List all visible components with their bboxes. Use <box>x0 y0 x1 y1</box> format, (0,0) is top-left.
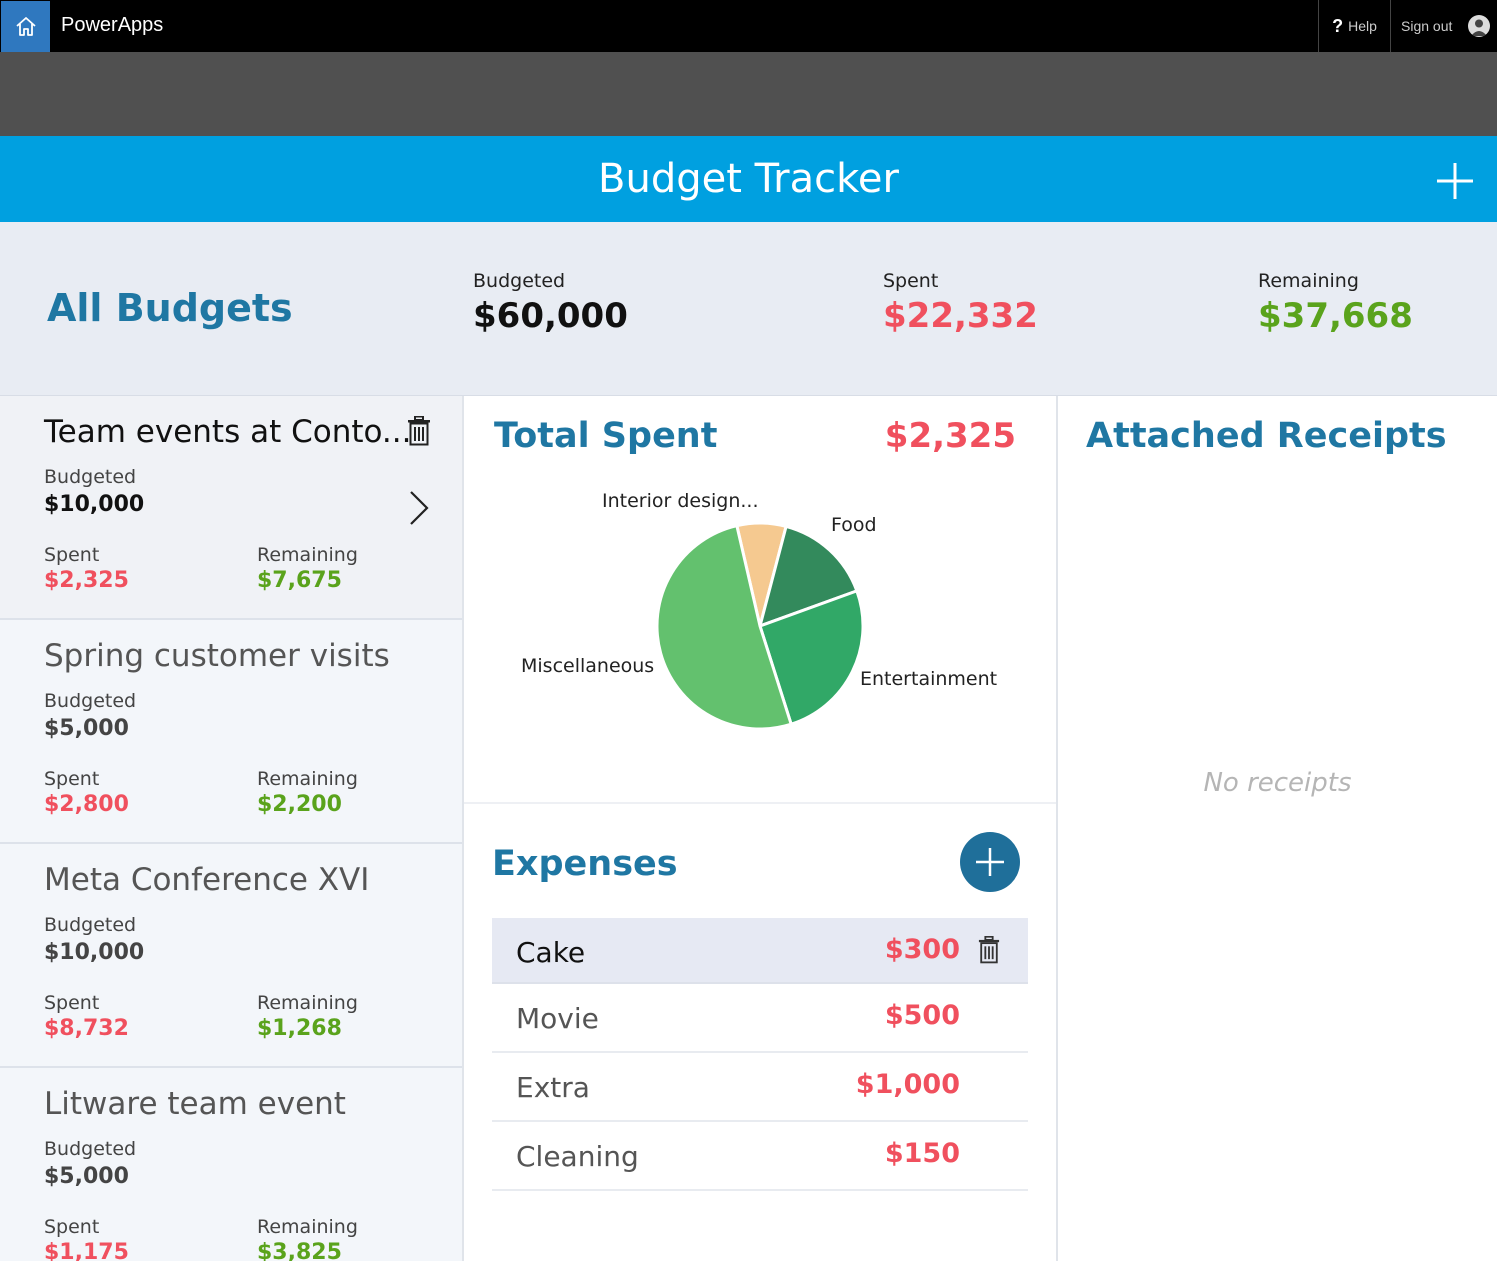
budget-title: Meta Conference XVI <box>44 862 370 898</box>
summary-budgeted-label: Budgeted <box>473 270 566 292</box>
plus-icon <box>976 848 1004 876</box>
help-button[interactable]: ? Help <box>1318 0 1390 52</box>
spent-label: Spent <box>44 992 100 1014</box>
remaining-label: Remaining <box>257 544 358 566</box>
spent-value: $2,800 <box>44 792 129 817</box>
no-receipts-text: No receipts <box>1203 768 1352 798</box>
add-budget-icon[interactable] <box>1434 160 1476 202</box>
pie-slice[interactable] <box>758 588 865 727</box>
trash-icon[interactable] <box>407 416 431 446</box>
help-icon: ? <box>1332 15 1344 36</box>
budgeted-label: Budgeted <box>44 690 137 712</box>
top-bar: PowerApps ? Help Sign out <box>0 0 1497 52</box>
home-button[interactable] <box>1 1 50 52</box>
summary-budgeted: Budgeted $60,000 <box>473 270 628 336</box>
summary-remaining-value: $37,668 <box>1258 296 1413 336</box>
ribbon-bar <box>0 52 1497 136</box>
budgeted-value: $10,000 <box>44 940 145 965</box>
divider <box>464 802 1056 804</box>
spent-value: $2,325 <box>44 568 129 593</box>
pie-slice[interactable] <box>757 524 859 629</box>
budget-title: Spring customer visits <box>44 638 390 674</box>
expense-amount: $150 <box>884 1138 960 1169</box>
remaining-value: $1,268 <box>257 1016 342 1041</box>
summary-spent-label: Spent <box>883 270 939 292</box>
summary-spent-value: $22,332 <box>883 296 1038 336</box>
remaining-value: $2,200 <box>257 792 342 817</box>
chevron-right-icon[interactable] <box>406 488 432 528</box>
remaining-label: Remaining <box>257 768 358 790</box>
budget-card[interactable]: Litware team event Budgeted $5,000 Spent… <box>0 1068 462 1261</box>
expense-amount: $1,000 <box>855 1069 960 1100</box>
budgeted-label: Budgeted <box>44 914 137 936</box>
expense-name: Cake <box>516 936 586 969</box>
pie-label: Miscellaneous <box>521 655 654 677</box>
trash-icon[interactable] <box>978 936 1000 964</box>
pie-label: Entertainment <box>860 668 997 690</box>
spent-label: Spent <box>44 768 100 790</box>
budget-detail: Total Spent $2,325 Interior design... Foo… <box>464 396 1058 1261</box>
avatar-icon[interactable] <box>1468 15 1491 37</box>
expense-name: Extra <box>516 1071 590 1104</box>
budgeted-label: Budgeted <box>44 1138 137 1160</box>
expense-amount: $500 <box>884 1000 960 1031</box>
budget-list[interactable]: Team events at Conto... Budgeted $10,000… <box>0 396 464 1261</box>
remaining-value: $3,825 <box>257 1240 342 1261</box>
spending-pie-chart: Interior design... Food Entertainment Misce… <box>521 490 997 731</box>
budgeted-value: $5,000 <box>44 1164 129 1189</box>
pie-label: Interior design... <box>602 490 759 512</box>
app-header: Budget Tracker <box>0 136 1497 222</box>
help-label: Help <box>1348 18 1377 34</box>
expense-name: Movie <box>516 1002 599 1035</box>
spent-value: $8,732 <box>44 1016 129 1041</box>
budget-card[interactable]: Team events at Conto... Budgeted $10,000… <box>0 396 462 620</box>
pie-slice[interactable] <box>655 523 794 731</box>
app-name: PowerApps <box>61 14 164 36</box>
budget-card[interactable]: Meta Conference XVI Budgeted $10,000 Spe… <box>0 844 462 1068</box>
expense-name: Cleaning <box>516 1140 639 1173</box>
remaining-label: Remaining <box>257 1216 358 1238</box>
expense-row[interactable]: Extra $1,000 <box>492 1053 1028 1122</box>
expense-row[interactable]: Cleaning $150 <box>492 1122 1028 1191</box>
remaining-label: Remaining <box>257 992 358 1014</box>
remaining-value: $7,675 <box>257 568 342 593</box>
summary-budgeted-value: $60,000 <box>473 296 628 336</box>
expense-row[interactable]: Movie $500 <box>492 984 1028 1053</box>
total-spent-title: Total Spent <box>494 416 718 456</box>
sign-out-button[interactable]: Sign out <box>1390 0 1497 52</box>
expense-list[interactable]: Cake $300 Movie $500 Extra $1,000 Cleani… <box>492 918 1028 1191</box>
page-title: Budget Tracker <box>598 156 899 202</box>
sign-out-label: Sign out <box>1401 18 1453 34</box>
spent-label: Spent <box>44 1216 100 1238</box>
home-icon <box>15 16 36 36</box>
expense-row[interactable]: Cake $300 <box>492 918 1028 984</box>
expense-amount: $300 <box>884 934 960 965</box>
budget-title: Litware team event <box>44 1086 346 1122</box>
pie-label: Food <box>831 514 877 536</box>
receipts-title: Attached Receipts <box>1086 416 1447 456</box>
spent-label: Spent <box>44 544 100 566</box>
summary-remaining: Remaining $37,668 <box>1258 270 1413 336</box>
budget-summary: All Budgets Budgeted $60,000 Spent $22,3… <box>0 222 1497 396</box>
add-expense-button[interactable] <box>960 832 1020 892</box>
budget-card[interactable]: Spring customer visits Budgeted $5,000 S… <box>0 620 462 844</box>
budget-title: Team events at Conto... <box>44 414 412 450</box>
summary-remaining-label: Remaining <box>1258 270 1359 292</box>
budgeted-label: Budgeted <box>44 466 137 488</box>
all-budgets-title: All Budgets <box>47 286 293 330</box>
budgeted-value: $10,000 <box>44 492 145 517</box>
expenses-title: Expenses <box>492 844 678 884</box>
spent-value: $1,175 <box>44 1240 129 1261</box>
receipts-panel: Attached Receipts No receipts <box>1058 396 1497 1261</box>
total-spent-value: $2,325 <box>884 416 1016 456</box>
summary-spent: Spent $22,332 <box>883 270 1038 336</box>
budgeted-value: $5,000 <box>44 716 129 741</box>
